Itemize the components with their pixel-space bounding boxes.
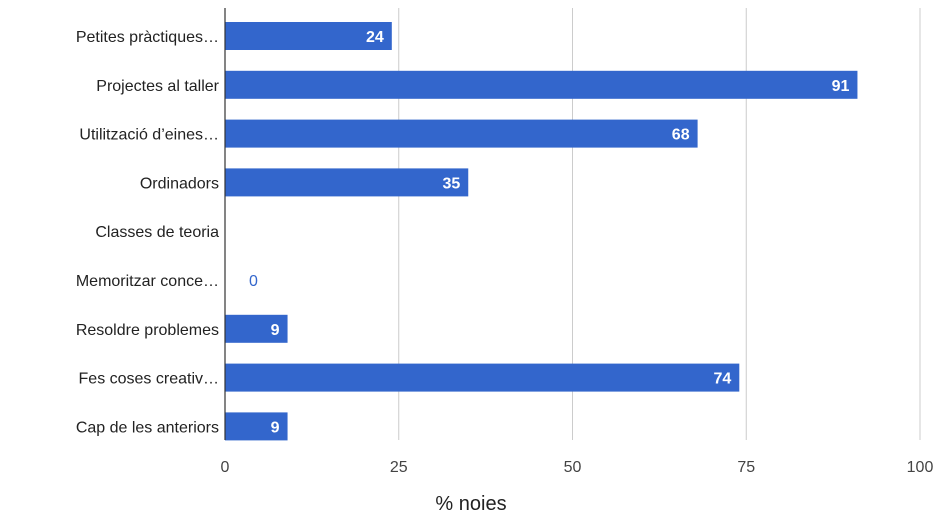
x-axis-title: % noies bbox=[435, 493, 506, 515]
category-label-9: Cap de les anteriors bbox=[76, 419, 219, 436]
x-tick-label-50: 50 bbox=[564, 459, 582, 476]
bar-3 bbox=[225, 119, 698, 148]
data-label-3: 68 bbox=[672, 127, 690, 144]
category-label-7: Resoldre problemes bbox=[76, 322, 219, 339]
data-label-6: 0 bbox=[249, 273, 258, 290]
data-label-2: 91 bbox=[832, 78, 850, 95]
labels: 0 25 50 75 100 Petites pràctiques… 24 Projectes… bbox=[76, 29, 934, 476]
bar-9 bbox=[225, 412, 288, 441]
category-label-4: Ordinadors bbox=[140, 175, 219, 192]
category-label-1: Petites pràctiques… bbox=[76, 29, 219, 46]
bar-2 bbox=[225, 70, 858, 99]
data-label-1: 24 bbox=[366, 29, 384, 46]
x-tick-label-0: 0 bbox=[221, 459, 230, 476]
category-label-3: Utilització d’eines… bbox=[79, 127, 219, 144]
bar-7 bbox=[225, 314, 288, 343]
x-tick-label-75: 75 bbox=[737, 459, 755, 476]
bar-1 bbox=[225, 22, 392, 50]
x-tick-label-25: 25 bbox=[390, 459, 408, 476]
x-tick-label-100: 100 bbox=[907, 459, 934, 476]
bars bbox=[225, 22, 858, 441]
data-label-8: 74 bbox=[714, 371, 732, 388]
bar-8 bbox=[225, 363, 740, 392]
data-label-7: 9 bbox=[271, 322, 280, 339]
data-label-9: 9 bbox=[271, 419, 280, 436]
category-label-2: Projectes al taller bbox=[96, 78, 219, 95]
category-label-8: Fes coses creativ… bbox=[79, 371, 219, 388]
data-label-4: 35 bbox=[442, 175, 460, 192]
category-label-5: Classes de teoria bbox=[95, 224, 219, 241]
category-label-6: Memoritzar conce… bbox=[76, 273, 219, 290]
bar-4 bbox=[225, 168, 469, 197]
